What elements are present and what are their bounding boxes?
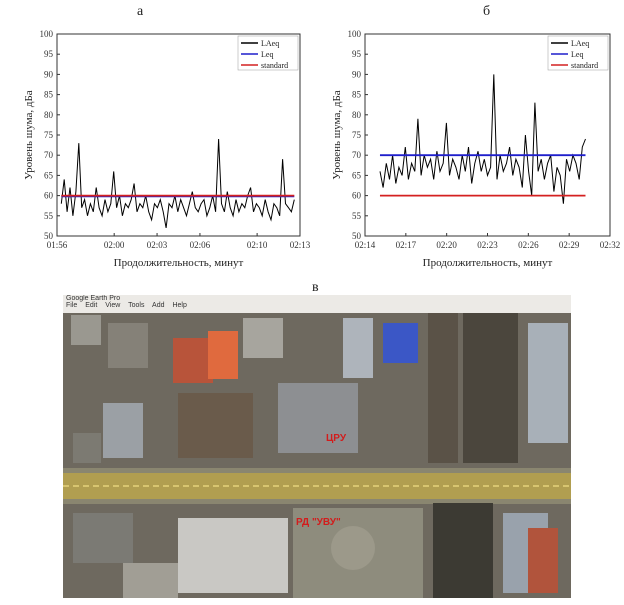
y-tick-label: 75 [352, 130, 362, 140]
menu-help[interactable]: Help [172, 302, 187, 309]
y-tick-label: 75 [44, 130, 54, 140]
map-label-station-2: РД "УВУ" [296, 517, 341, 528]
x-tick-label: 02:06 [190, 240, 211, 250]
x-tick-label: 02:23 [477, 240, 498, 250]
map-imagery [63, 313, 571, 598]
plot-frame [364, 33, 611, 237]
plot-frame [56, 33, 301, 237]
y-tick-label: 55 [352, 211, 362, 221]
y-tick-label: 80 [352, 110, 362, 120]
y-tick-label: 50 [44, 231, 54, 241]
y-tick-label: 60 [352, 191, 362, 201]
y-tick-label: 95 [352, 49, 362, 59]
panel-label-a: а [137, 4, 144, 19]
y-tick-label: 65 [352, 170, 362, 180]
x-tick-label: 02:29 [559, 240, 580, 250]
y-tick-label: 55 [44, 211, 54, 221]
y-tick-label: 50 [352, 231, 362, 241]
satellite-map: Google Earth Pro File Edit View Tools Ad… [63, 295, 571, 598]
y-tick-label: 70 [44, 150, 54, 160]
y-tick-label: 85 [352, 90, 362, 100]
x-tick-label: 02:13 [290, 240, 311, 250]
x-tick-label: 02:14 [355, 240, 376, 250]
x-axis-label: Продолжительность, минут [423, 257, 553, 269]
panel-label-c: в [312, 280, 319, 295]
y-tick-label: 65 [44, 170, 54, 180]
x-tick-label: 02:10 [247, 240, 268, 250]
legend-label: LAeq [571, 39, 589, 48]
chart-b-group: 50 55 60 65 70 75 80 85 90 95 100 02:14 02:17 02:20 02… [331, 29, 620, 269]
x-tick-label: 01:56 [47, 240, 68, 250]
x-tick-label: 02:20 [436, 240, 457, 250]
chart-a-group: 50 55 60 65 70 75 80 85 90 95 100 01:56 02:00 02:03 02… [23, 29, 311, 269]
x-tick-label: 02:17 [396, 240, 417, 250]
menu-view[interactable]: View [105, 302, 121, 309]
y-tick-label: 90 [44, 69, 54, 79]
menu-edit[interactable]: Edit [85, 302, 98, 309]
menu-tools[interactable]: Tools [128, 302, 145, 309]
y-tick-label: 90 [352, 69, 362, 79]
x-axis-label: Продолжительность, минут [114, 257, 244, 269]
x-tick-label: 02:26 [518, 240, 539, 250]
y-tick-label: 60 [44, 191, 54, 201]
series-line-laeq [379, 74, 586, 204]
y-tick-label: 95 [44, 49, 54, 59]
map-label-station-1: ЦРУ [326, 433, 347, 444]
legend-box [547, 35, 609, 71]
legend-label: standard [261, 61, 288, 70]
x-tick-label: 02:03 [147, 240, 168, 250]
map-menu-bar: Google Earth Pro File Edit View Tools Ad… [63, 295, 571, 313]
y-tick-label: 80 [44, 110, 54, 120]
panel-label-b: б [483, 4, 491, 19]
y-tick-label: 70 [352, 150, 362, 160]
x-tick-label: 02:32 [600, 240, 621, 250]
app-title: Google Earth Pro [66, 295, 121, 302]
x-tick-label: 02:00 [104, 240, 125, 250]
menu-file[interactable]: File [66, 302, 78, 309]
y-tick-label: 100 [348, 29, 362, 39]
y-axis-label: Уровень шума, дБа [331, 90, 343, 179]
legend-label: LAeq [261, 39, 279, 48]
legend-box [237, 35, 299, 71]
y-tick-label: 85 [44, 90, 54, 100]
legend-label: Leq [571, 50, 583, 59]
legend-label: Leq [261, 50, 273, 59]
y-tick-label: 100 [40, 29, 54, 39]
legend-label: standard [571, 61, 598, 70]
series-line-laeq [60, 138, 295, 228]
menu-add[interactable]: Add [152, 302, 165, 309]
y-axis-label: Уровень шума, дБа [23, 90, 35, 179]
